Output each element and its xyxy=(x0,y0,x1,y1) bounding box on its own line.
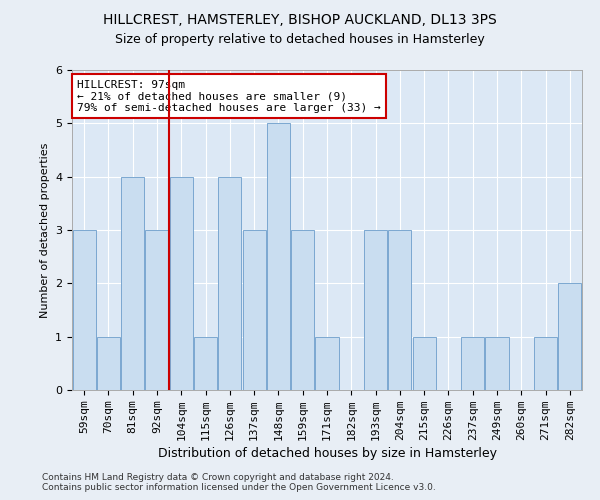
Bar xyxy=(121,176,144,390)
Bar xyxy=(316,336,338,390)
Bar xyxy=(73,230,95,390)
Bar xyxy=(97,336,120,390)
Bar xyxy=(559,284,581,390)
Text: Contains HM Land Registry data © Crown copyright and database right 2024.: Contains HM Land Registry data © Crown c… xyxy=(42,474,394,482)
Bar xyxy=(242,230,266,390)
Bar xyxy=(267,124,290,390)
Text: HILLCREST: 97sqm
← 21% of detached houses are smaller (9)
79% of semi-detached h: HILLCREST: 97sqm ← 21% of detached house… xyxy=(77,80,381,113)
Bar xyxy=(413,336,436,390)
Bar xyxy=(388,230,412,390)
Text: HILLCREST, HAMSTERLEY, BISHOP AUCKLAND, DL13 3PS: HILLCREST, HAMSTERLEY, BISHOP AUCKLAND, … xyxy=(103,12,497,26)
Bar xyxy=(291,230,314,390)
Text: Contains public sector information licensed under the Open Government Licence v3: Contains public sector information licen… xyxy=(42,483,436,492)
Y-axis label: Number of detached properties: Number of detached properties xyxy=(40,142,50,318)
Bar xyxy=(364,230,387,390)
Bar xyxy=(485,336,509,390)
Bar xyxy=(145,230,169,390)
Text: Size of property relative to detached houses in Hamsterley: Size of property relative to detached ho… xyxy=(115,32,485,46)
Bar xyxy=(170,176,193,390)
X-axis label: Distribution of detached houses by size in Hamsterley: Distribution of detached houses by size … xyxy=(157,447,497,460)
Bar xyxy=(534,336,557,390)
Bar xyxy=(461,336,484,390)
Bar xyxy=(194,336,217,390)
Bar xyxy=(218,176,241,390)
